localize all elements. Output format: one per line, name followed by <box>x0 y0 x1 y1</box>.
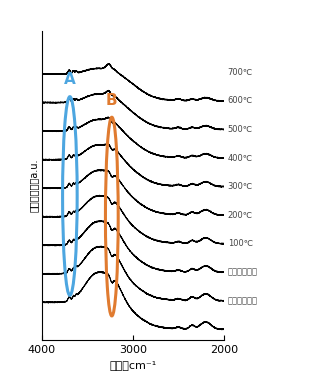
Y-axis label: 拡散反射率／a.u.: 拡散反射率／a.u. <box>29 159 39 212</box>
Text: 500℃: 500℃ <box>228 125 253 134</box>
Text: 常温・大気中: 常温・大気中 <box>228 296 258 305</box>
Text: 600℃: 600℃ <box>228 96 253 105</box>
Text: 300℃: 300℃ <box>228 182 253 191</box>
Text: 400℃: 400℃ <box>228 154 253 163</box>
X-axis label: 波数／cm⁻¹: 波数／cm⁻¹ <box>109 360 156 370</box>
Text: 700℃: 700℃ <box>228 68 253 77</box>
Text: 100℃: 100℃ <box>228 239 253 248</box>
Text: A: A <box>64 72 76 87</box>
Text: 200℃: 200℃ <box>228 211 253 220</box>
Text: B: B <box>106 93 118 108</box>
Text: 常温・真空中: 常温・真空中 <box>228 268 258 277</box>
